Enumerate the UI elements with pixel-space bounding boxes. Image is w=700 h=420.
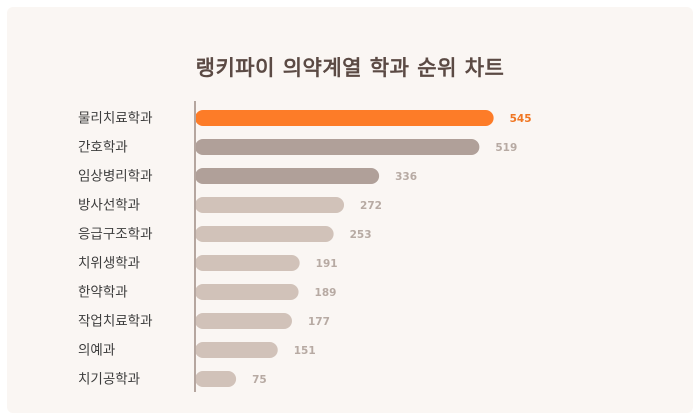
category-label: 간호학과 [78, 140, 128, 156]
value-label: 177 [308, 316, 330, 328]
chart-card [7, 7, 693, 413]
value-label: 253 [350, 229, 372, 241]
bar [195, 139, 480, 155]
bar [195, 313, 292, 329]
category-label: 한약학과 [78, 285, 128, 301]
bar [195, 342, 278, 358]
category-label: 응급구조학과 [78, 227, 153, 243]
value-label: 75 [252, 374, 267, 386]
category-label: 치기공학과 [78, 372, 140, 388]
value-label: 272 [360, 200, 382, 212]
bar [195, 255, 300, 271]
category-label: 임상병리학과 [78, 169, 153, 185]
bar [195, 284, 299, 300]
value-label: 151 [294, 345, 316, 357]
category-label: 방사선학과 [78, 198, 140, 214]
bar [195, 197, 345, 213]
bar [195, 110, 494, 126]
value-label: 189 [315, 287, 337, 299]
bar [195, 371, 237, 387]
chart-title: 랭키파이 의약계열 학과 순위 차트 [195, 56, 505, 80]
value-label: 519 [495, 142, 517, 154]
category-label: 치위생학과 [78, 256, 140, 272]
value-label: 545 [510, 113, 532, 125]
category-label: 작업치료학과 [78, 314, 153, 330]
bars-layer: 물리치료학과 545 간호학과 519 임상병리학과 336 방사선학과 272 응급구조학과 2… [78, 110, 532, 388]
bar [195, 226, 334, 242]
bar [195, 168, 380, 184]
value-label: 336 [395, 171, 417, 183]
value-label: 191 [316, 258, 338, 270]
category-label: 의예과 [78, 343, 115, 359]
category-label: 물리치료학과 [78, 111, 153, 127]
